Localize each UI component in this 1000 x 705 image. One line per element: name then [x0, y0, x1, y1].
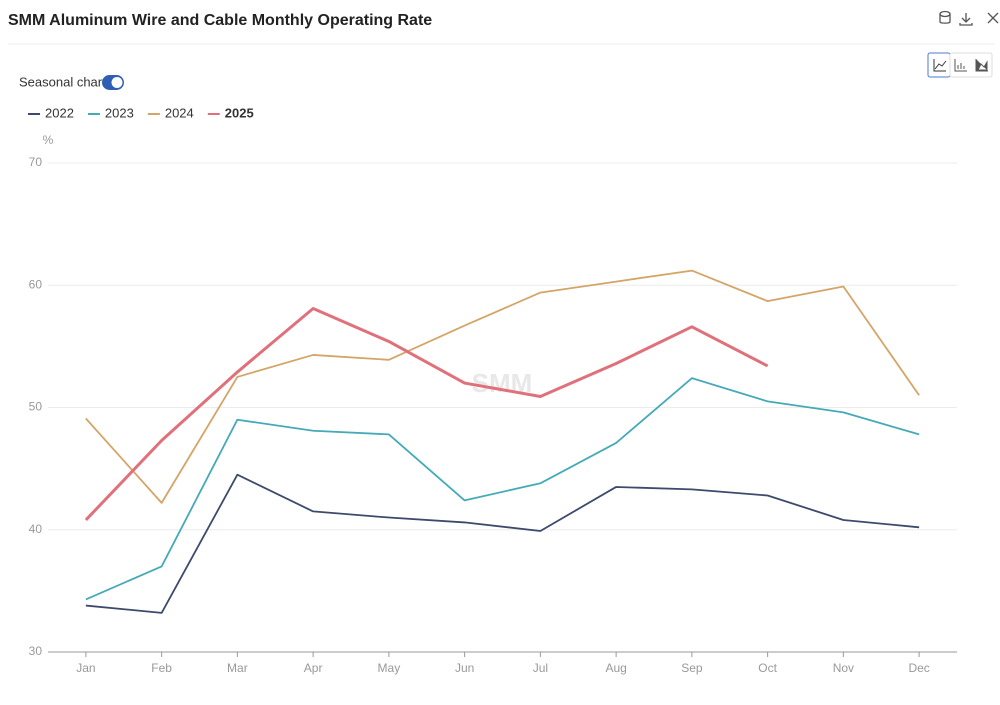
- x-tick-label: Jun: [455, 661, 474, 675]
- legend-label: 2022: [45, 105, 74, 120]
- legend-label: 2025: [225, 105, 254, 120]
- chart-title: SMM Aluminum Wire and Cable Monthly Oper…: [8, 12, 432, 29]
- series-line: [84, 306, 769, 522]
- y-tick-label: 70: [29, 155, 43, 169]
- series-line: [85, 377, 920, 601]
- x-tick-label: Dec: [908, 661, 929, 675]
- toggle-label: Seasonal charts: [19, 74, 113, 89]
- legend-label: 2024: [165, 105, 194, 120]
- x-tick-label: Feb: [151, 661, 172, 675]
- x-tick-label: Sep: [681, 661, 703, 675]
- x-tick-label: Nov: [833, 661, 854, 675]
- chart-type-buttons[interactable]: [927, 52, 993, 78]
- x-tick-label: Apr: [304, 661, 323, 675]
- x-tick-label: Oct: [758, 661, 777, 675]
- y-tick-label: 60: [29, 277, 43, 291]
- y-tick-label: 30: [29, 644, 43, 658]
- y-tick-label: 40: [29, 522, 43, 536]
- x-tick-label: Jul: [533, 661, 548, 675]
- x-tick-label: Mar: [227, 661, 248, 675]
- legend-label: 2023: [105, 105, 134, 120]
- x-tick-label: May: [378, 661, 401, 675]
- toolbar[interactable]: [939, 10, 999, 26]
- y-unit: %: [43, 133, 54, 147]
- y-tick-label: 50: [29, 400, 43, 414]
- series-line: [85, 269, 920, 504]
- x-tick-label: Aug: [605, 661, 626, 675]
- toggle[interactable]: [102, 75, 124, 90]
- series-line: [85, 473, 920, 614]
- x-tick-label: Jan: [76, 661, 95, 675]
